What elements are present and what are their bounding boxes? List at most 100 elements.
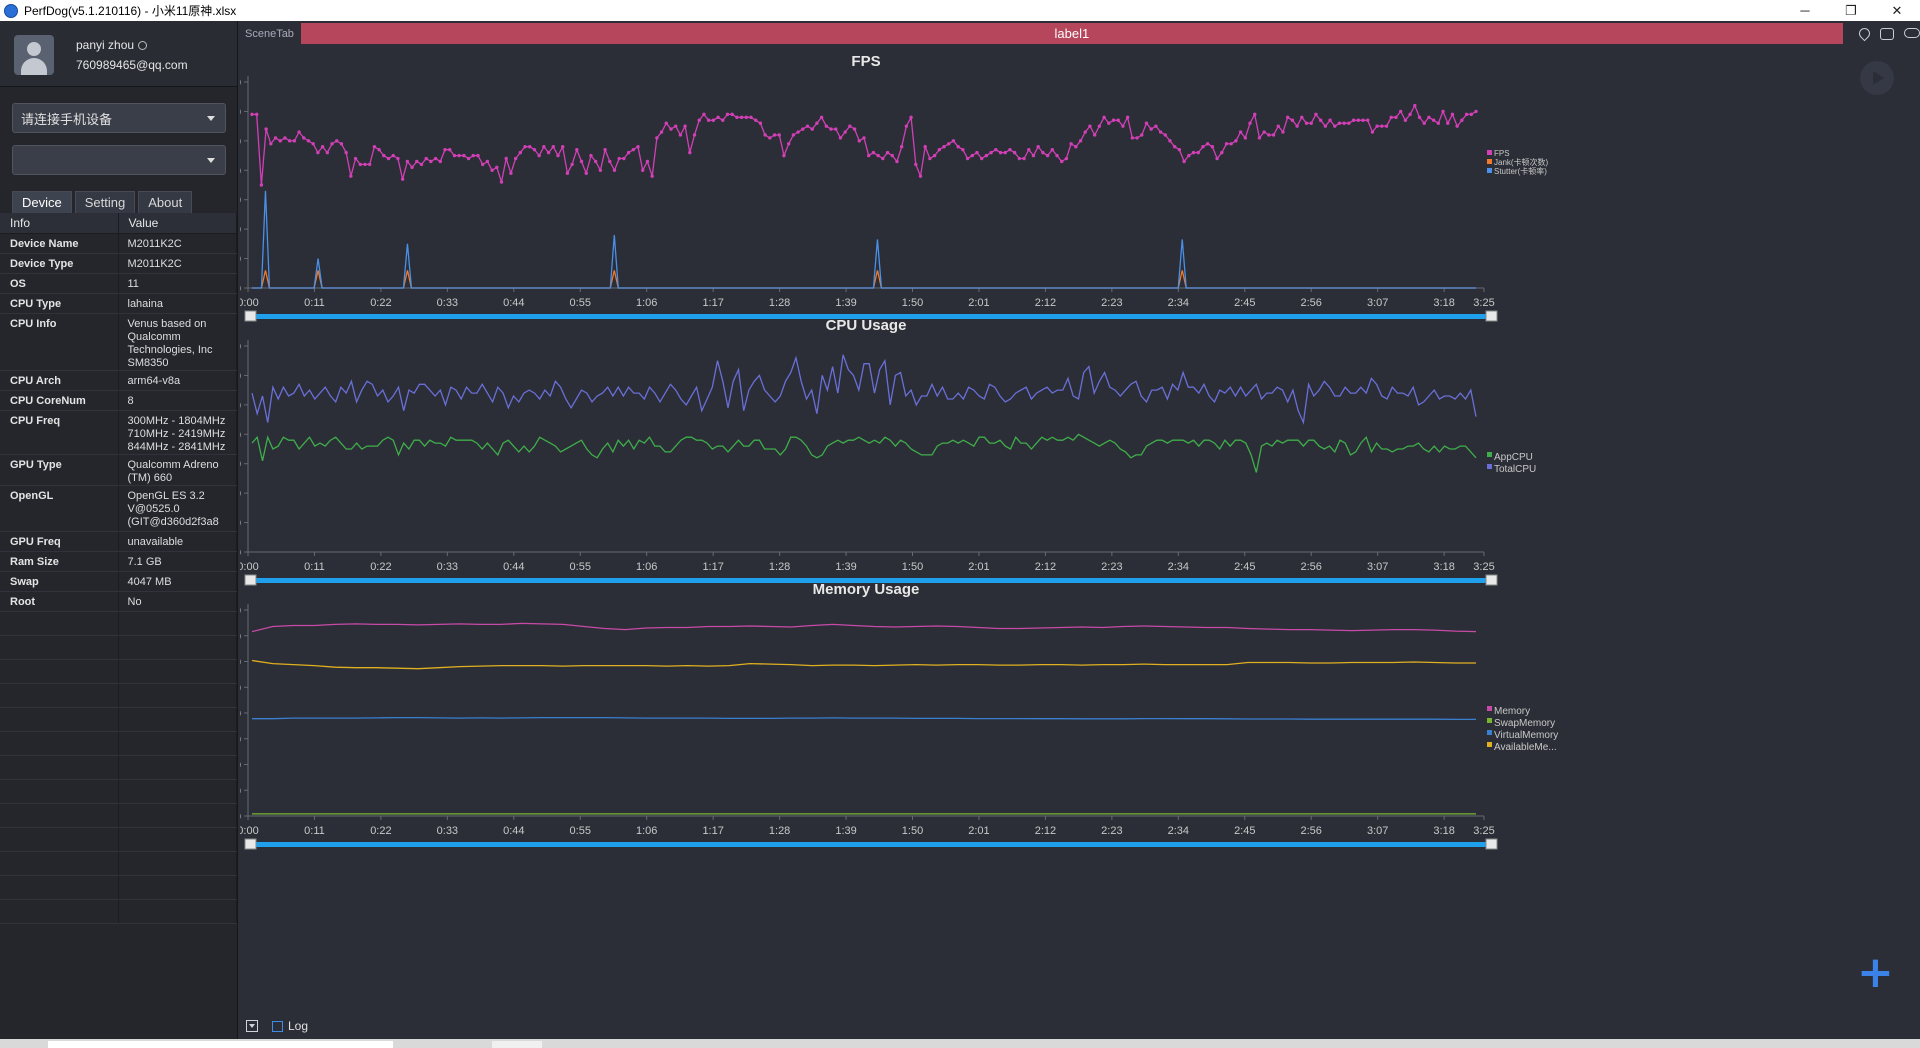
chevron-down-icon [207,116,215,121]
info-value: Qualcomm Adreno (TM) 660 [118,454,237,486]
data-point [584,171,588,175]
data-point [405,159,410,164]
table-row[interactable]: GPU Freq unavailable [0,531,237,552]
data-point [815,121,819,125]
y-tick-label: 70 [240,77,241,89]
data-point [994,147,998,152]
table-row[interactable]: GPU Type Qualcomm Adreno (TM) 660 [0,454,237,486]
data-point [885,150,890,155]
data-point [1050,147,1055,152]
scene-tab-label[interactable]: SceneTab [245,27,294,40]
data-point [1008,147,1012,152]
data-point [857,139,861,143]
table-row[interactable]: OS 11 [0,273,237,294]
location-pin-icon[interactable] [1856,25,1873,41]
legend-item[interactable]: SwapMemory [1494,718,1555,729]
data-point [721,118,725,122]
range-slider-handle-left[interactable] [244,574,257,586]
column-header-info[interactable]: Info [0,213,119,234]
data-point [989,150,993,155]
data-point [495,165,499,170]
legend-swatch [1487,464,1492,469]
log-checkbox[interactable] [272,1020,283,1032]
legend-item[interactable]: AvailableMe... [1494,742,1557,753]
data-point [1271,133,1276,137]
range-slider-handle-right[interactable] [1485,310,1498,322]
tab-about[interactable]: About [138,191,193,213]
collapse-toggle-icon[interactable] [246,1020,258,1032]
legend-item[interactable]: FPS [1494,149,1510,158]
column-header-value[interactable]: Value [118,213,237,234]
play-button[interactable] [1860,61,1894,95]
y-tick-label: 40 [240,165,241,177]
range-slider-handle-left[interactable] [244,838,257,850]
empty-cell [118,707,237,732]
x-tick-label: 1:39 [835,825,856,837]
table-row[interactable]: Ram Size 7.1 GB [0,551,237,572]
tab-device[interactable]: Device [12,191,72,213]
legend-item[interactable]: TotalCPU [1494,464,1536,475]
empty-cell [0,851,119,876]
data-point [255,112,259,117]
scene-label-bar[interactable]: label1 [300,23,1843,44]
tab-setting[interactable]: Setting [74,191,136,213]
range-slider-track[interactable] [248,842,1490,847]
restore-button[interactable]: ❐ [1845,2,1857,18]
legend-item[interactable]: VirtualMemory [1494,730,1558,741]
data-point [961,147,965,152]
data-point [895,159,899,164]
range-slider-handle-left[interactable] [244,310,257,322]
data-point [523,145,527,149]
legend-item[interactable]: Stutter(卡顿率) [1494,166,1547,176]
y-tick-label: 1,500 [240,657,241,669]
minimize-button[interactable]: ─ [1800,3,1810,18]
table-row[interactable]: CPU Type lahaina [0,293,237,314]
range-slider-handle-right[interactable] [1485,574,1498,586]
table-row[interactable]: CPU Freq 300MHz - 1804MHz 710MHz - 2419MHz… [0,410,237,455]
data-point [1027,147,1031,152]
info-value: 11 [118,273,237,294]
table-row[interactable]: CPU Info Venus based on Qualcomm Technologi… [0,313,237,371]
x-tick-label: 2:23 [1101,561,1122,573]
cloud-icon[interactable] [1904,27,1920,38]
data-point [1441,109,1445,114]
data-point [1088,124,1092,128]
table-row[interactable]: OpenGL OpenGL ES 3.2 V@0525.0 (GIT@d360d2f3… [0,485,237,532]
table-row[interactable]: CPU Arch arm64-v8a [0,370,237,391]
y-tick-label: 30 [240,459,241,471]
data-point [843,130,847,134]
table-row[interactable]: Swap 4047 MB [0,571,237,592]
range-slider-track[interactable] [248,578,1490,583]
range-slider-handle-right[interactable] [1485,838,1498,850]
x-tick-label: 0:44 [503,561,524,573]
add-chart-button[interactable]: + [1857,947,1894,998]
legend-item[interactable]: AppCPU [1494,452,1533,463]
legend-item[interactable]: Memory [1494,706,1530,717]
x-tick-label: 3:07 [1367,561,1388,573]
table-row-empty [0,827,237,852]
sidebar: panyi zhou 760989465@qq.com 请连接手机设备 Devi… [0,21,238,1039]
data-point [786,142,791,146]
data-point [867,153,871,158]
legend-item[interactable]: Jank(卡顿次数) [1494,157,1549,167]
y-tick-label: 1,000 [240,708,241,720]
x-tick-label: 2:56 [1301,561,1322,573]
table-row[interactable]: Device Type M2011K2C [0,253,237,274]
avatar[interactable] [14,35,54,75]
data-point [1403,118,1408,122]
data-point [650,174,654,178]
data-point [556,153,560,158]
folder-icon[interactable] [1880,27,1894,40]
legend-swatch [1487,718,1492,723]
data-point [1253,112,1257,117]
device-select[interactable]: 请连接手机设备 [12,103,226,133]
x-tick-label: 3:07 [1367,297,1388,309]
table-row[interactable]: Root No [0,591,237,612]
app-select[interactable] [12,145,226,175]
range-slider-track[interactable] [248,314,1490,319]
power-icon[interactable] [138,40,148,50]
table-row[interactable]: Device Name M2011K2C [0,233,237,254]
data-point [325,150,330,155]
table-row[interactable]: CPU CoreNum 8 [0,390,237,411]
close-button[interactable]: ✕ [1891,2,1903,18]
